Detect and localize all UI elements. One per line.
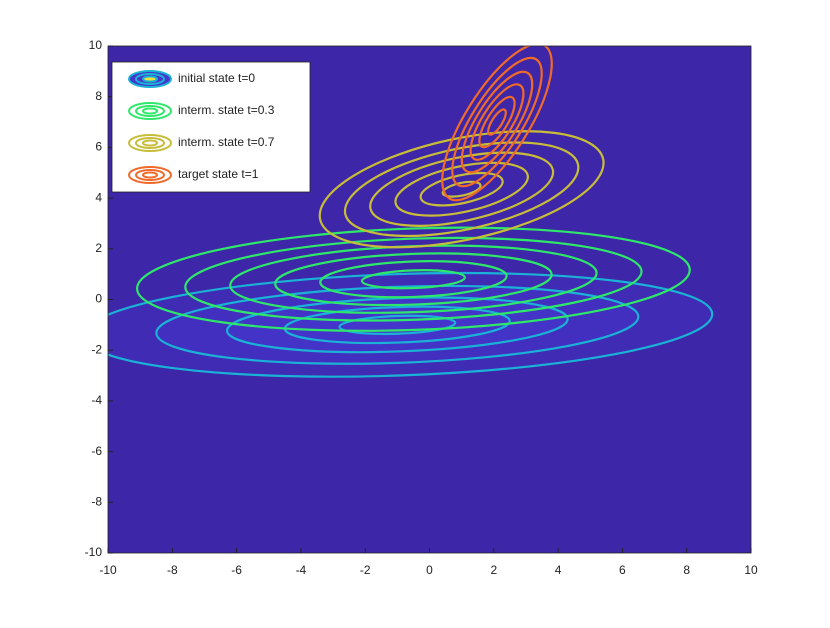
contour-ring bbox=[135, 226, 691, 332]
legend-swatch bbox=[135, 137, 165, 149]
x-tick-label: 0 bbox=[426, 563, 433, 577]
contour-ring bbox=[343, 141, 580, 238]
x-tick-label: 4 bbox=[555, 563, 562, 577]
x-tick-label: -6 bbox=[231, 563, 242, 577]
y-tick-label: 8 bbox=[95, 89, 102, 103]
y-tick-label: 4 bbox=[95, 190, 102, 204]
legend-swatch bbox=[128, 166, 172, 184]
legend-swatch bbox=[128, 102, 172, 120]
y-tick-label: 10 bbox=[89, 38, 103, 52]
contour-ring bbox=[487, 108, 507, 136]
x-tick-label: -10 bbox=[99, 563, 117, 577]
legend-label: initial state t=0 bbox=[178, 71, 255, 85]
legend-swatch bbox=[142, 171, 158, 179]
contour-ring bbox=[469, 83, 525, 161]
contour-ring bbox=[360, 269, 466, 290]
contour-ring bbox=[441, 180, 482, 198]
x-tick-label: 8 bbox=[683, 563, 690, 577]
legend-label: interm. state t=0.7 bbox=[178, 135, 275, 149]
y-tick-label: -10 bbox=[85, 545, 103, 559]
y-tick-label: -6 bbox=[91, 444, 102, 458]
y-tick-label: 0 bbox=[95, 292, 102, 306]
contour-ring bbox=[441, 46, 553, 202]
legend-label: target state t=1 bbox=[178, 167, 259, 181]
plot-area bbox=[108, 46, 714, 378]
contour-ring bbox=[184, 236, 643, 322]
contour-ring bbox=[319, 260, 508, 299]
contour-ring bbox=[451, 56, 543, 188]
x-tick-label: -2 bbox=[360, 563, 371, 577]
contour-ring bbox=[460, 70, 534, 174]
y-tick-label: 2 bbox=[95, 241, 102, 255]
x-tick-label: -4 bbox=[296, 563, 307, 577]
y-tick-label: -4 bbox=[91, 393, 102, 407]
legend-swatch bbox=[142, 75, 158, 83]
contour-ring bbox=[419, 171, 504, 207]
contour-ring bbox=[274, 252, 553, 307]
contour-ring bbox=[369, 151, 555, 227]
legend-swatch bbox=[142, 139, 158, 147]
x-tick-label: 6 bbox=[619, 563, 626, 577]
contour-ring bbox=[394, 161, 529, 217]
y-tick-label: -8 bbox=[91, 494, 102, 508]
contour-ring bbox=[478, 95, 516, 149]
x-tick-label: 10 bbox=[744, 563, 758, 577]
x-tick-label: -8 bbox=[167, 563, 178, 577]
legend-swatch bbox=[135, 105, 165, 117]
legend-label: interm. state t=0.3 bbox=[178, 103, 275, 117]
y-tick-label: 6 bbox=[95, 140, 102, 154]
legend-swatch bbox=[142, 107, 158, 115]
x-tick-label: 2 bbox=[490, 563, 497, 577]
y-tick-label: -2 bbox=[91, 342, 102, 356]
legend-swatch bbox=[128, 134, 172, 152]
legend-swatch bbox=[135, 169, 165, 181]
